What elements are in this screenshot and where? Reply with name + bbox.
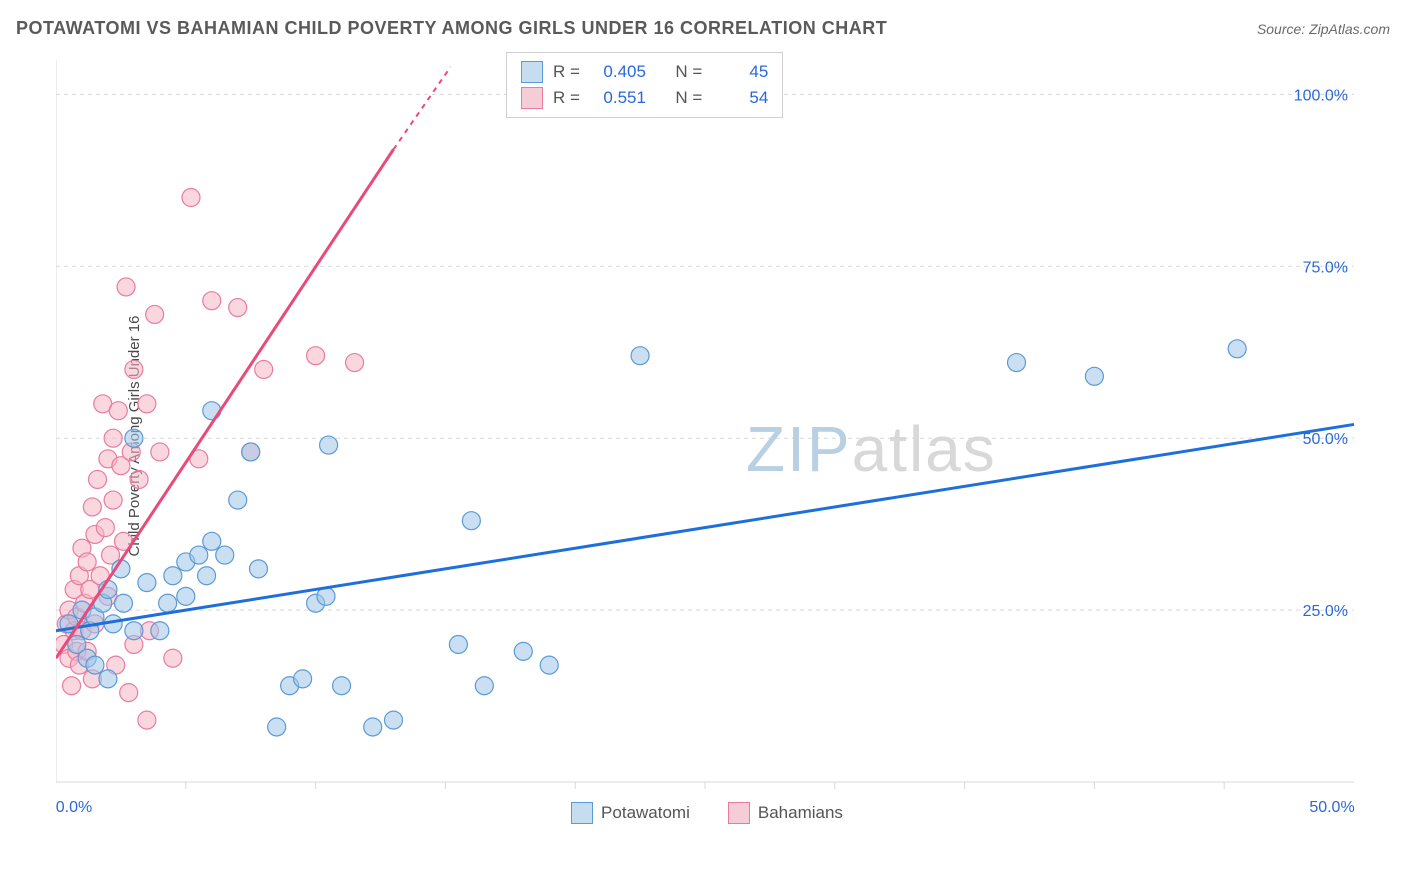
legend-bottom: Potawatomi Bahamians	[48, 802, 1366, 824]
swatch-pink-icon	[521, 87, 543, 109]
r-value: 0.551	[590, 88, 646, 108]
svg-text:75.0%: 75.0%	[1303, 259, 1348, 276]
chart-title: POTAWATOMI VS BAHAMIAN CHILD POVERTY AMO…	[16, 18, 887, 39]
n-value: 54	[712, 88, 768, 108]
scatter-plot: 25.0%50.0%75.0%100.0%0.0%50.0% ZIPatlas …	[56, 52, 1366, 820]
r-value: 0.405	[590, 62, 646, 82]
legend-item-bahamians: Bahamians	[728, 802, 843, 824]
legend-item-potawatomi: Potawatomi	[571, 802, 690, 824]
chart-source: Source: ZipAtlas.com	[1257, 21, 1390, 37]
stats-box: R = 0.405 N = 45 R = 0.551 N = 54	[506, 52, 783, 118]
svg-text:50.0%: 50.0%	[1303, 431, 1348, 448]
swatch-blue-icon	[521, 61, 543, 83]
chart-header: POTAWATOMI VS BAHAMIAN CHILD POVERTY AMO…	[16, 18, 1390, 39]
r-label: R =	[553, 62, 580, 82]
stats-row-bahamians: R = 0.551 N = 54	[521, 85, 768, 111]
plot-svg: 25.0%50.0%75.0%100.0%0.0%50.0%	[56, 52, 1366, 820]
stats-row-potawatomi: R = 0.405 N = 45	[521, 59, 768, 85]
svg-text:100.0%: 100.0%	[1294, 87, 1348, 104]
svg-text:25.0%: 25.0%	[1303, 603, 1348, 620]
r-label: R =	[553, 88, 580, 108]
n-label: N =	[675, 62, 702, 82]
swatch-pink-icon	[728, 802, 750, 824]
swatch-blue-icon	[571, 802, 593, 824]
legend-label: Potawatomi	[601, 803, 690, 823]
n-value: 45	[712, 62, 768, 82]
n-label: N =	[675, 88, 702, 108]
legend-label: Bahamians	[758, 803, 843, 823]
chart-area: Child Poverty Among Girls Under 16 25.0%…	[48, 52, 1366, 820]
